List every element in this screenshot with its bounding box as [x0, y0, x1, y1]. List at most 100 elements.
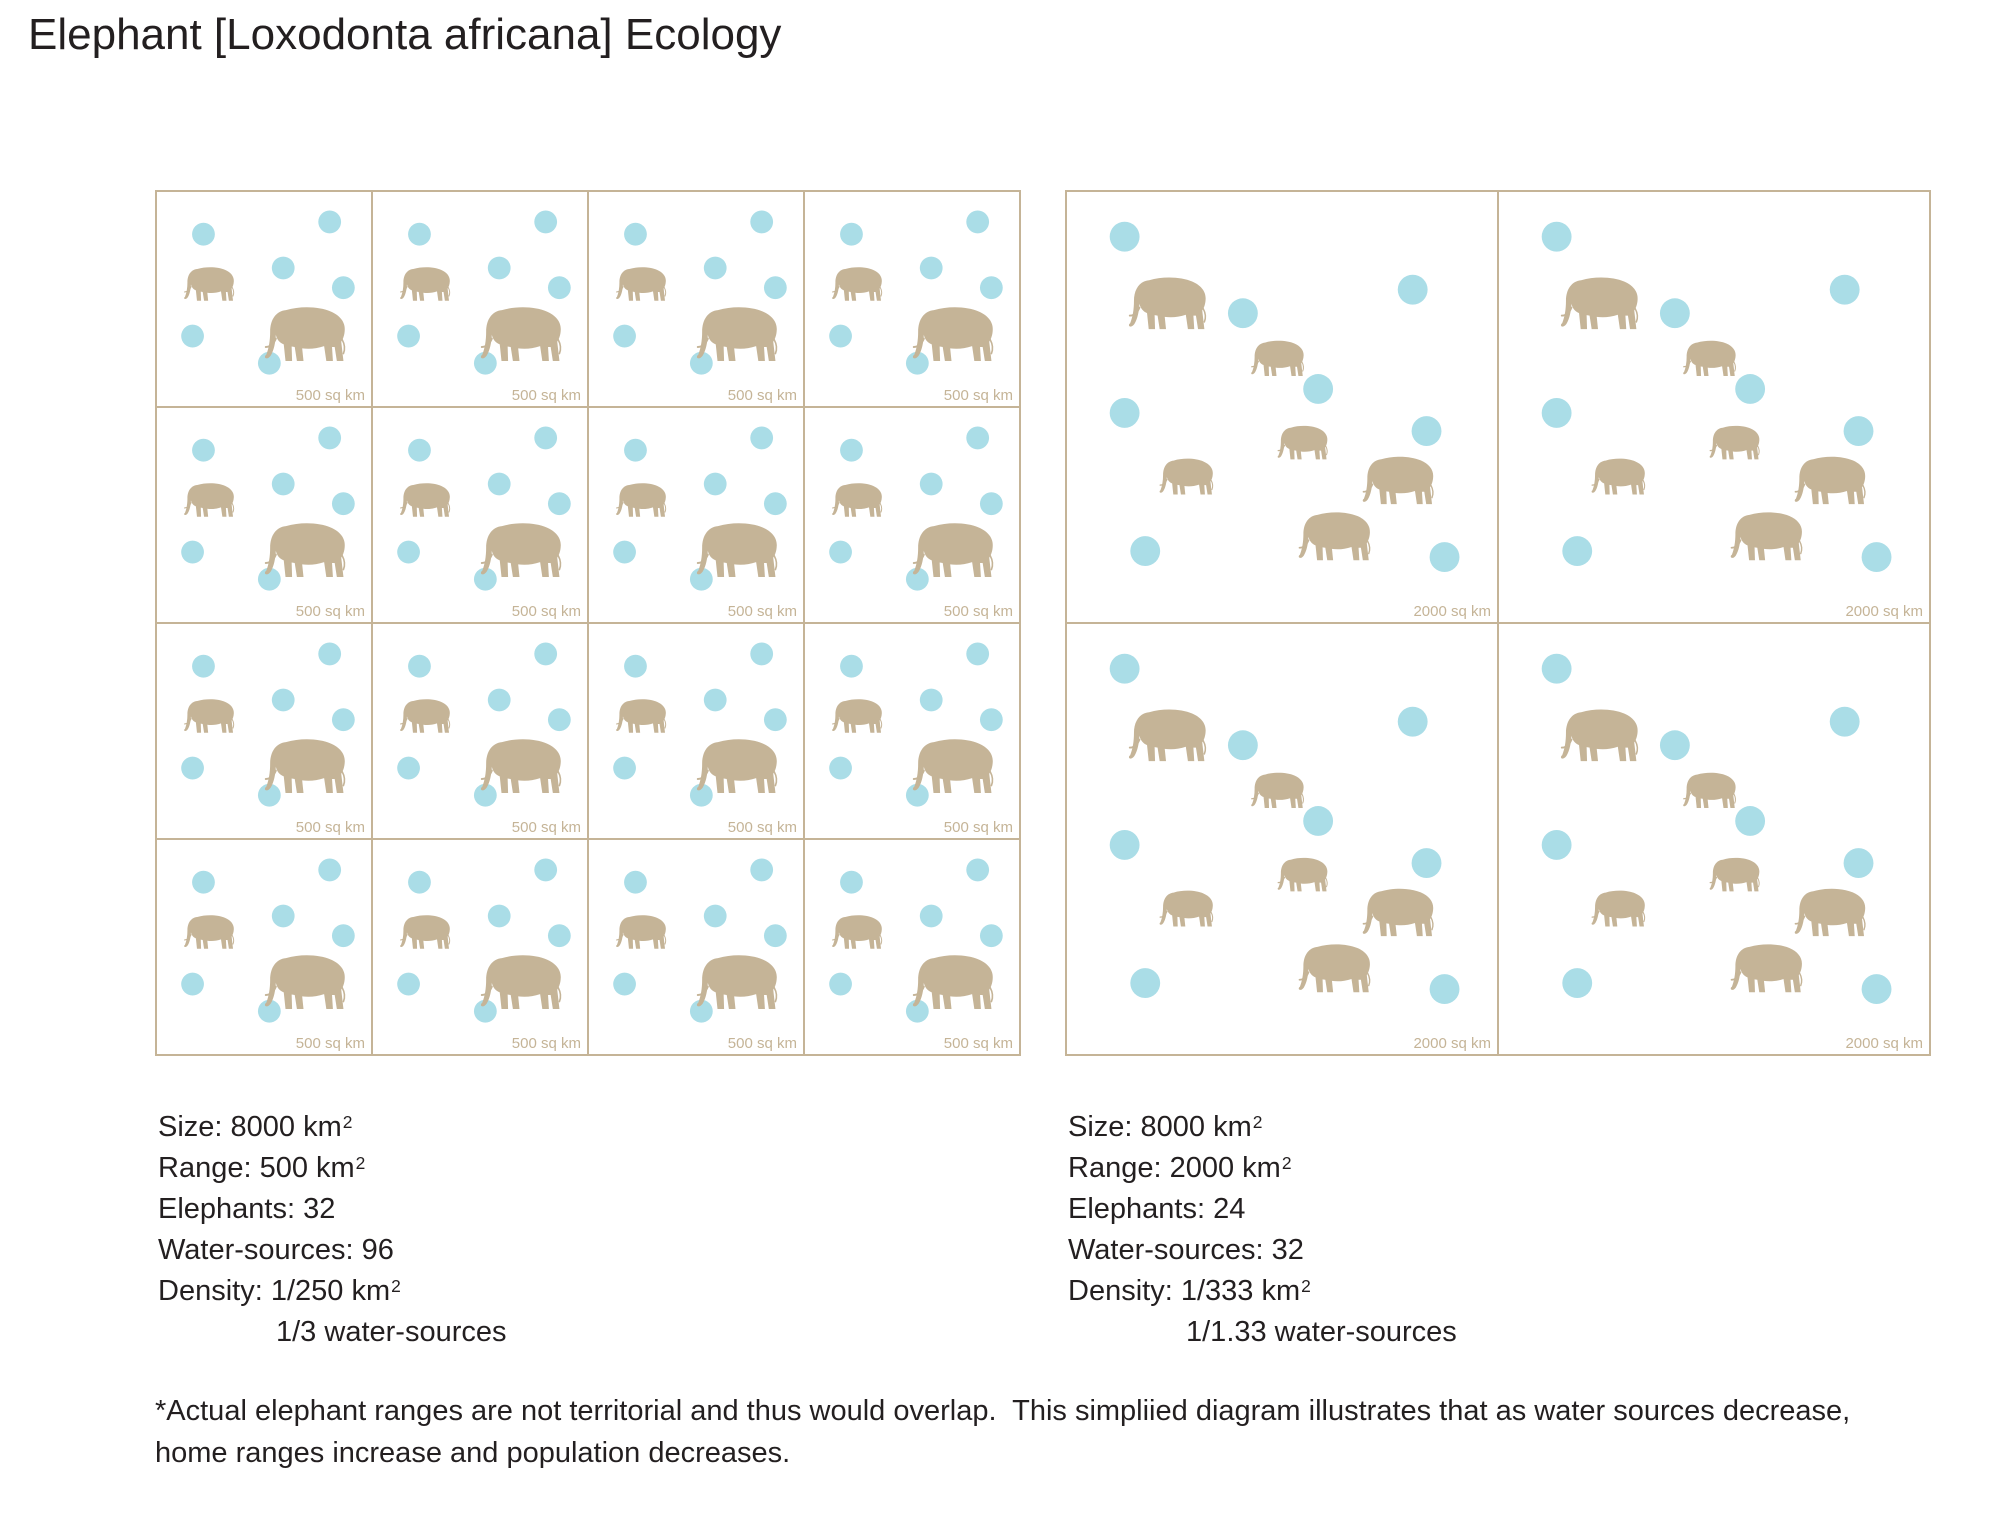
elephant-icon: [831, 482, 883, 518]
water-source-dot: [1397, 274, 1428, 305]
cell-art: [829, 642, 1003, 807]
elephant-icon: [479, 738, 562, 795]
cell-art: [397, 858, 571, 1023]
water-source-dot: [763, 492, 787, 516]
range-cell-500: 500 sq km: [588, 839, 804, 1055]
water-source-dot: [750, 858, 774, 882]
cell-area-label: 500 sq km: [943, 819, 1013, 836]
water-source-dot: [534, 210, 558, 234]
water-source-dot: [840, 438, 863, 462]
stat-text: Density: 1/333 km: [1068, 1275, 1301, 1307]
cell-area-label: 2000 sq km: [1845, 1035, 1923, 1052]
water-source-dot: [979, 708, 1003, 732]
cell-area-label: 500 sq km: [295, 819, 365, 836]
stats-500: Size: 8000 km2 Range: 500 km2 Elephants:…: [158, 1108, 508, 1354]
cell-art: [181, 426, 355, 591]
cell-area-label: 2000 sq km: [1845, 603, 1923, 620]
stat-line: Size: 8000 km2: [1068, 1108, 1458, 1149]
stat-line: Water-sources: 32: [1068, 1231, 1458, 1272]
water-source-dot: [192, 438, 215, 462]
water-source-dot: [257, 351, 281, 375]
elephant-icon: [695, 522, 778, 579]
water-source-dot: [1735, 374, 1766, 404]
water-source-dot: [703, 256, 727, 280]
stat-text: Size: 8000 km: [158, 1111, 342, 1143]
water-source-dot: [271, 472, 295, 496]
cell-art: [613, 210, 787, 375]
water-source-dot: [408, 222, 431, 246]
water-source-dot: [547, 924, 571, 948]
stat-line: Size: 8000 km2: [158, 1108, 508, 1149]
water-source-dot: [1109, 221, 1140, 252]
cell-art: [397, 426, 571, 591]
water-source-dot: [408, 438, 431, 462]
water-source-dot: [703, 904, 727, 928]
range-cell-2000: 2000 sq km: [1498, 191, 1930, 623]
cell-art: [829, 858, 1003, 1023]
water-source-dot: [318, 642, 342, 666]
water-source-dot: [829, 324, 852, 348]
water-source-dot: [703, 688, 727, 712]
stat-line: Range: 2000 km2: [1068, 1149, 1458, 1190]
water-source-dot: [905, 783, 929, 807]
cell-area-label: 2000 sq km: [1413, 1035, 1491, 1052]
range-cell-500: 500 sq km: [588, 407, 804, 623]
elephant-icon: [183, 266, 235, 302]
range-cell-500: 500 sq km: [156, 407, 372, 623]
water-source-dot: [613, 324, 636, 348]
water-source-dot: [750, 426, 774, 450]
water-source-dot: [257, 567, 281, 591]
water-source-dot: [534, 642, 558, 666]
elephant-icon: [911, 954, 994, 1011]
water-source-dot: [487, 904, 511, 928]
elephant-icon: [1729, 511, 1803, 562]
water-source-dot: [331, 492, 355, 516]
water-source-dot: [1541, 830, 1572, 860]
cell-art: [613, 642, 787, 807]
water-source-dot: [750, 210, 774, 234]
water-source-dot: [1735, 806, 1766, 836]
water-source-dot: [181, 756, 204, 780]
cell-area-label: 500 sq km: [943, 603, 1013, 620]
elephant-icon: [1277, 857, 1328, 893]
water-source-dot: [689, 783, 713, 807]
water-source-dot: [473, 999, 497, 1023]
water-source-dot: [1109, 653, 1140, 684]
cell-art: [397, 210, 571, 375]
elephant-icon: [1361, 455, 1435, 506]
water-source-dot: [1659, 730, 1690, 761]
stat-line: Elephants: 24: [1068, 1190, 1458, 1231]
water-source-dot: [624, 438, 647, 462]
water-source-dot: [966, 858, 990, 882]
water-source-dot: [547, 492, 571, 516]
elephant-icon: [1250, 772, 1305, 809]
range-cell-500: 500 sq km: [804, 407, 1020, 623]
elephant-icon: [615, 698, 667, 734]
water-source-dot: [1541, 398, 1572, 428]
cell-art: [829, 426, 1003, 591]
water-source-dot: [473, 783, 497, 807]
elephant-icon: [479, 954, 562, 1011]
water-source-dot: [257, 999, 281, 1023]
water-source-dot: [1411, 848, 1442, 879]
elephant-icon: [695, 954, 778, 1011]
elephant-icon: [615, 914, 667, 950]
stat-line: Density: 1/333 km2: [1068, 1272, 1458, 1313]
cell-area-label: 500 sq km: [295, 603, 365, 620]
water-source-dot: [919, 688, 943, 712]
elephant-icon: [831, 914, 883, 950]
range-cell-500: 500 sq km: [372, 191, 588, 407]
stat-sup: 2: [342, 1112, 353, 1133]
water-source-dot: [181, 324, 204, 348]
cell-area-label: 500 sq km: [295, 1035, 365, 1052]
water-source-dot: [763, 924, 787, 948]
water-source-dot: [1562, 968, 1593, 998]
range-cell-500: 500 sq km: [804, 191, 1020, 407]
water-source-dot: [905, 567, 929, 591]
elephant-icon: [1250, 340, 1305, 377]
elephant-icon: [1590, 458, 1646, 496]
water-source-dot: [534, 858, 558, 882]
stat-text: Range: 2000 km: [1068, 1152, 1281, 1184]
water-source-dot: [829, 756, 852, 780]
